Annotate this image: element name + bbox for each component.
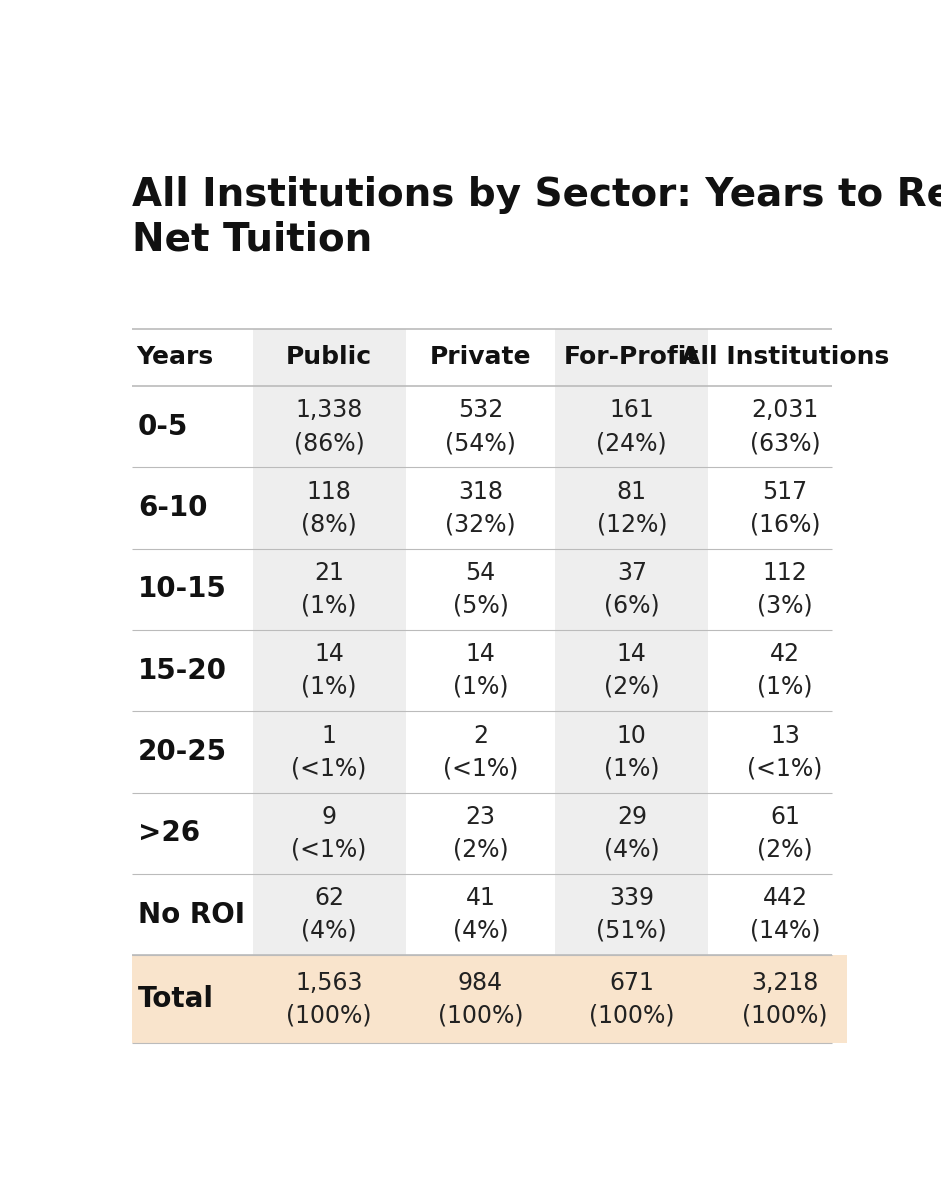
- Bar: [555, 386, 709, 467]
- Bar: [406, 955, 555, 1043]
- Bar: [406, 793, 555, 874]
- Text: 6-10: 6-10: [138, 494, 208, 522]
- Bar: [555, 874, 709, 955]
- Text: 339
(51%): 339 (51%): [597, 887, 667, 943]
- Bar: [555, 793, 709, 874]
- Bar: [132, 874, 252, 955]
- Text: No ROI: No ROI: [138, 901, 245, 929]
- Bar: [555, 548, 709, 630]
- Bar: [132, 467, 252, 548]
- Bar: [252, 793, 406, 874]
- Bar: [709, 630, 862, 712]
- Text: 9
(<1%): 9 (<1%): [292, 805, 367, 862]
- Text: 21
(1%): 21 (1%): [301, 562, 357, 618]
- Bar: [406, 874, 555, 955]
- Text: 15-20: 15-20: [138, 656, 227, 685]
- Text: 41
(4%): 41 (4%): [453, 887, 508, 943]
- Text: 2,031
(63%): 2,031 (63%): [750, 398, 821, 455]
- Text: 29
(4%): 29 (4%): [604, 805, 660, 862]
- Text: For-Profit: For-Profit: [564, 346, 699, 370]
- Bar: [709, 712, 862, 793]
- Bar: [252, 548, 406, 630]
- Bar: [252, 874, 406, 955]
- Bar: [252, 955, 406, 1043]
- Text: 984
(100%): 984 (100%): [438, 971, 523, 1027]
- Text: 61
(2%): 61 (2%): [758, 805, 813, 862]
- Bar: [709, 548, 862, 630]
- Text: 14
(2%): 14 (2%): [604, 642, 660, 698]
- Bar: [252, 630, 406, 712]
- Text: 517
(16%): 517 (16%): [750, 480, 821, 536]
- Text: Years: Years: [136, 346, 213, 370]
- Bar: [555, 630, 709, 712]
- Text: 14
(1%): 14 (1%): [453, 642, 508, 698]
- Text: 54
(5%): 54 (5%): [453, 562, 508, 618]
- Text: 1,338
(86%): 1,338 (86%): [294, 398, 364, 455]
- Bar: [252, 712, 406, 793]
- Bar: [555, 467, 709, 548]
- Text: 112
(3%): 112 (3%): [758, 562, 813, 618]
- Bar: [709, 874, 862, 955]
- Text: All Institutions by Sector: Years to Recoup
Net Tuition: All Institutions by Sector: Years to Rec…: [132, 176, 941, 258]
- Text: 14
(1%): 14 (1%): [301, 642, 357, 698]
- Text: 442
(14%): 442 (14%): [750, 887, 821, 943]
- Bar: [132, 955, 252, 1043]
- Bar: [252, 386, 406, 467]
- Text: 318
(32%): 318 (32%): [445, 480, 516, 536]
- Bar: [709, 955, 862, 1043]
- Bar: [252, 467, 406, 548]
- Bar: [406, 712, 555, 793]
- Bar: [406, 467, 555, 548]
- Bar: [406, 386, 555, 467]
- Text: 13
(<1%): 13 (<1%): [747, 724, 822, 780]
- Bar: [555, 955, 709, 1043]
- Text: 3,218
(100%): 3,218 (100%): [742, 971, 828, 1027]
- Bar: [132, 712, 252, 793]
- Text: 62
(4%): 62 (4%): [301, 887, 357, 943]
- Bar: [406, 548, 555, 630]
- Text: 532
(54%): 532 (54%): [445, 398, 516, 455]
- Text: 20-25: 20-25: [138, 738, 227, 766]
- Text: All Institutions: All Institutions: [680, 346, 889, 370]
- Bar: [406, 630, 555, 712]
- Text: 1
(<1%): 1 (<1%): [292, 724, 367, 780]
- Text: 10-15: 10-15: [138, 575, 227, 604]
- Text: 161
(24%): 161 (24%): [597, 398, 667, 455]
- Text: Total: Total: [138, 985, 214, 1013]
- Text: 2
(<1%): 2 (<1%): [443, 724, 518, 780]
- Text: Private: Private: [430, 346, 531, 370]
- Text: 671
(100%): 671 (100%): [589, 971, 675, 1027]
- Bar: [709, 386, 862, 467]
- Text: 10
(1%): 10 (1%): [604, 724, 660, 780]
- Text: Public: Public: [286, 346, 373, 370]
- Text: 42
(1%): 42 (1%): [758, 642, 813, 698]
- Bar: [555, 712, 709, 793]
- Text: 37
(6%): 37 (6%): [604, 562, 660, 618]
- Bar: [709, 467, 862, 548]
- Bar: [555, 329, 709, 386]
- Bar: [132, 548, 252, 630]
- Bar: [132, 386, 252, 467]
- Bar: [252, 329, 406, 386]
- Text: 23
(2%): 23 (2%): [453, 805, 508, 862]
- Text: 0-5: 0-5: [138, 413, 188, 440]
- Bar: [132, 793, 252, 874]
- Text: >26: >26: [138, 820, 200, 847]
- Text: 1,563
(100%): 1,563 (100%): [286, 971, 372, 1027]
- Text: 118
(8%): 118 (8%): [301, 480, 357, 536]
- Bar: [132, 630, 252, 712]
- Bar: [709, 793, 862, 874]
- Text: 81
(12%): 81 (12%): [597, 480, 667, 536]
